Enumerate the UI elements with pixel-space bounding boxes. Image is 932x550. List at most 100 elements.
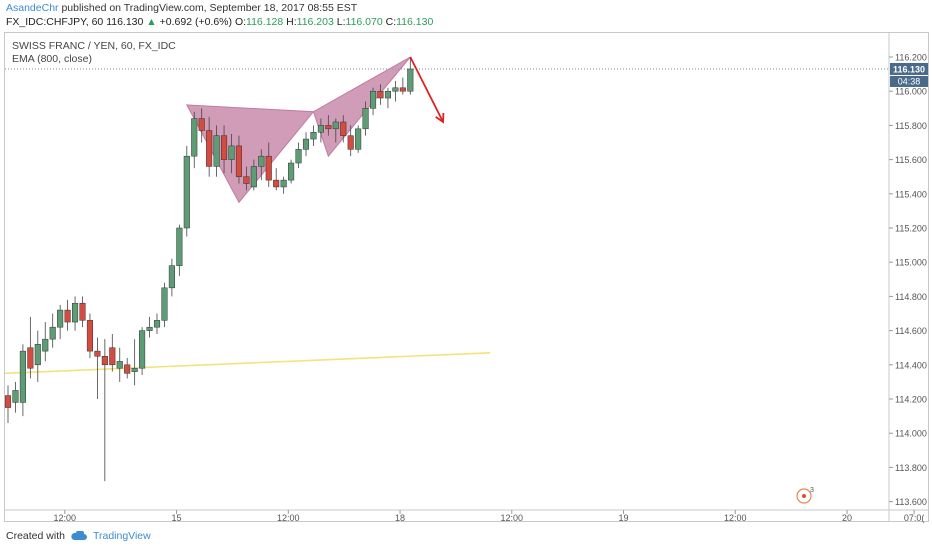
candle-body [198,118,205,131]
y-tick-label: 113.600 [895,497,927,507]
candle-body [34,344,41,366]
x-tick-label: 15 [172,513,182,523]
high-value: 116.203 [296,16,334,28]
alert-badge-dot [802,494,806,498]
countdown-tag [890,75,928,87]
candle-body [221,135,228,160]
candle-body [295,149,302,164]
y-tick-label: 113.800 [895,463,927,473]
pattern-triangle-left [185,104,315,204]
y-tick-label: 116.000 [895,87,927,97]
candle-body [355,128,362,150]
ticker-line: FX_IDC:CHFJPY, 60 116.130 ▲ +0.692 (+0.6… [6,16,433,28]
y-tick-label: 115.200 [895,224,927,234]
x-tick-label: 12:00 [277,513,300,523]
candle-body [235,145,242,177]
ema-label: EMA (800, close) [12,53,92,65]
candle-body [258,155,265,167]
candle-body [347,135,354,150]
candle-body [332,121,339,130]
candle-body [161,287,168,321]
candle-body [310,131,317,140]
candle-body [4,395,12,408]
y-tick-label: 115.800 [895,121,927,131]
y-tick-label: 114.400 [895,360,927,370]
candle-body [176,227,183,266]
countdown-tag-label: 04:38 [898,76,921,86]
candle-body [377,90,384,99]
author-link[interactable]: AsandeChr [6,2,59,14]
candle-body [317,125,324,133]
candle-body [325,125,332,130]
candle-body [49,326,56,340]
high-label: H: [286,16,297,28]
candle-body [139,330,146,369]
candle-body [146,326,153,331]
alert-badge-count: 3 [810,487,814,494]
candle-body [168,265,175,289]
tradingview-brand-link[interactable]: TradingView [92,530,151,542]
up-triangle-icon: ▲ [146,16,157,28]
candle-body [265,155,272,181]
candle-body [101,356,108,366]
candle-body [19,350,26,403]
candle-body [57,309,64,328]
y-tick-label: 114.000 [895,429,927,439]
y-tick-label: 115.400 [895,189,927,199]
candle-body [116,361,123,369]
candle-body [273,179,280,188]
candle-body [64,309,71,323]
footer: Created with TradingView [6,530,151,542]
candle-body [228,145,235,160]
candle-body [131,367,138,372]
candle-body [153,320,161,328]
created-with-text: Created with [6,530,65,542]
alert-badge-icon[interactable] [796,488,812,504]
x-tick-label: 12:00 [501,513,524,523]
x-tick-label: 07:0( [904,513,925,523]
candle-body [302,138,310,150]
publish-info: AsandeChr published on TradingView.com, … [6,2,357,14]
candle-body [384,90,391,99]
candle-body [407,68,414,92]
last-price-tag-label: 116.130 [893,64,925,74]
chart-title: SWISS FRANC / YEN, 60, FX_IDC [12,40,176,52]
last-price-tag [890,62,928,75]
y-tick-label: 115.000 [895,258,927,268]
candle-body [86,320,94,352]
x-tick-label: 18 [395,513,405,523]
low-value: 116.070 [345,16,383,28]
y-tick-label: 116.200 [895,53,927,63]
candle-body [183,155,190,229]
open-label: O: [234,16,247,28]
forecast-arrow-head [435,112,445,124]
ema-line [4,352,491,375]
candle-body [109,347,116,366]
y-tick-label: 114.600 [895,326,927,336]
candle-body [250,166,257,188]
tradingview-cloud-icon [71,531,87,540]
candle-body [27,347,34,369]
x-tick-label: 20 [842,513,852,523]
open-value: 116.128 [246,16,284,28]
candle-body [94,350,101,357]
last-price: 116.130 [106,16,144,28]
y-tick-label: 115.600 [895,155,927,165]
candle-body [288,162,295,181]
low-label: L: [336,16,346,28]
x-tick-label: 12:00 [724,513,747,523]
candle-body [370,90,377,109]
candle-body [280,179,287,188]
candle-body [399,87,406,92]
candle-body [392,87,399,92]
price-change: +0.692 (+0.6%) [159,16,233,28]
candle-body [72,302,79,323]
candle-body [124,364,131,374]
candle-body [79,302,86,321]
y-tick-label: 114.800 [895,292,927,302]
candle-body [12,390,19,403]
candle-body [340,121,347,136]
x-tick-label: 19 [619,513,629,523]
x-tick-label: 12:00 [54,513,77,523]
